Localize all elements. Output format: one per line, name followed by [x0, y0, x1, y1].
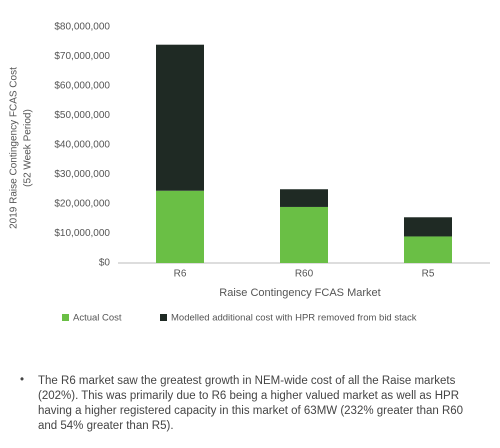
bar-segment — [280, 206, 328, 263]
bar-segment — [404, 236, 452, 263]
bar-segment — [404, 217, 452, 237]
y-tick-label: $60,000,000 — [54, 81, 110, 92]
chart: 2019 Raise Contingency FCAS Cost (52 Wee… — [9, 22, 490, 324]
note-text: The R6 market saw the greatest growth in… — [38, 375, 464, 432]
bar-segment — [280, 189, 328, 207]
y-tick-label: $40,000,000 — [54, 140, 110, 151]
y-tick-label: $80,000,000 — [54, 22, 110, 33]
legend-swatch — [62, 314, 69, 321]
x-axis-label: Raise Contingency FCAS Market — [219, 287, 380, 299]
y-tick-label: $70,000,000 — [54, 51, 110, 62]
y-axis-label: 2019 Raise Contingency FCAS Cost — [9, 67, 20, 229]
legend-label: Actual Cost — [73, 313, 122, 324]
legend-label: Modelled additional cost with HPR remove… — [171, 313, 417, 324]
y-tick-label: $20,000,000 — [54, 199, 110, 210]
y-tick-label: $0 — [99, 258, 111, 269]
x-tick-label: R5 — [422, 269, 435, 280]
y-tick-label: $50,000,000 — [54, 110, 110, 121]
bar-segment — [156, 190, 204, 263]
y-tick-label: $30,000,000 — [54, 169, 110, 180]
bullet: • — [20, 374, 25, 386]
bar-segment — [156, 44, 204, 191]
x-tick-label: R6 — [174, 269, 187, 280]
legend-swatch — [160, 314, 167, 321]
x-tick-label: R60 — [295, 269, 314, 280]
y-tick-label: $10,000,000 — [54, 228, 110, 239]
y-axis-label: (52 Week Period) — [23, 109, 34, 187]
